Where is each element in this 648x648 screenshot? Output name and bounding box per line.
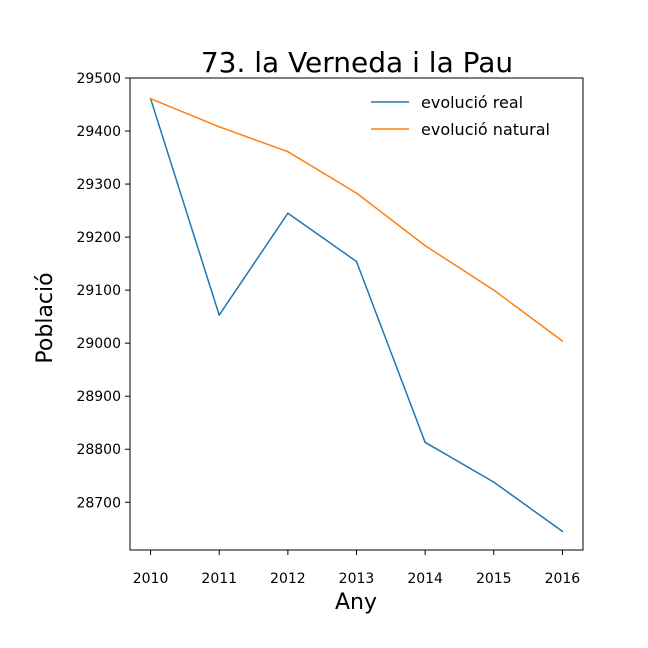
y-tick-label: 29000 <box>76 336 121 352</box>
data-point <box>424 244 426 247</box>
data-point <box>424 441 426 444</box>
series-line-real <box>149 98 563 533</box>
data-point <box>287 150 289 153</box>
x-tick-label: 2011 <box>201 571 237 587</box>
x-axis-label: Any <box>335 590 377 615</box>
y-tick-label: 28700 <box>76 495 121 511</box>
legend-label: evolució natural <box>421 120 550 139</box>
series-group <box>149 97 564 533</box>
y-tick-label: 28900 <box>76 389 121 405</box>
data-point <box>287 212 289 215</box>
y-axis-label: Població <box>33 272 58 363</box>
data-point <box>355 192 358 194</box>
data-point <box>561 530 564 533</box>
y-tick-label: 29200 <box>76 230 121 246</box>
x-tick-label: 2013 <box>339 571 375 587</box>
y-axis: 28700 28800 28900 29000 29100 29200 29300 29400… <box>76 71 130 511</box>
plot-area <box>129 77 584 551</box>
x-axis: 2010 2011 2012 2013 2014 2015 2016 <box>133 550 581 587</box>
y-tick-label: 29500 <box>76 71 121 87</box>
x-tick-label: 2010 <box>133 571 169 587</box>
data-point <box>561 340 564 342</box>
data-point <box>355 260 358 263</box>
y-tick-label: 29400 <box>76 124 121 140</box>
chart-title: 73. la Verneda i la Pau <box>201 46 513 79</box>
legend: evolució real evolució natural <box>371 93 550 139</box>
x-tick-label: 2014 <box>407 571 443 587</box>
x-tick-label: 2016 <box>545 571 581 587</box>
data-point <box>492 289 495 291</box>
data-point <box>218 314 221 316</box>
data-point <box>218 125 221 128</box>
legend-label: evolució real <box>421 93 523 112</box>
x-tick-label: 2012 <box>270 571 306 587</box>
data-point <box>492 481 495 483</box>
x-tick-label: 2015 <box>476 571 512 587</box>
data-point <box>149 97 152 100</box>
y-tick-label: 29300 <box>76 177 121 193</box>
y-tick-label: 28800 <box>76 442 121 458</box>
y-tick-label: 29100 <box>76 283 121 299</box>
